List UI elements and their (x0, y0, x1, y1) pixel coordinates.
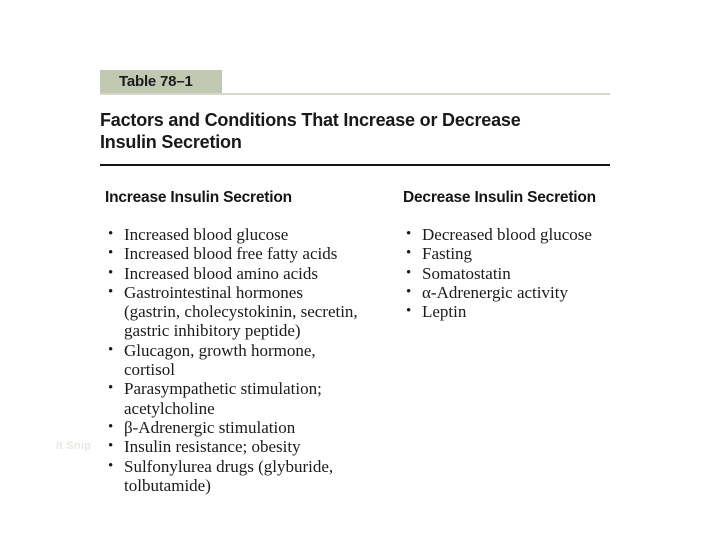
list-item: • Fasting (403, 244, 610, 263)
bullet-icon: • (108, 283, 114, 300)
list-item-text: Gastrointestinal hormones (gastrin, chole… (124, 282, 358, 341)
list-item: • Insulin resistance; obesity (105, 437, 403, 456)
bullet-icon: • (108, 438, 114, 455)
list-item-text: Leptin (422, 302, 467, 322)
table-label-strip: Table 78–1 (100, 70, 610, 95)
list-item-text: Increased blood glucose (124, 225, 289, 244)
list-item-text: Insulin resistance; obesity (124, 437, 301, 457)
table-title: Factors and Conditions That Increase or … (100, 110, 521, 152)
list-item-text: Increased blood amino acids (124, 263, 319, 283)
list-item: • β-Adrenergic stimulation (105, 418, 403, 437)
bullet-icon: • (108, 245, 114, 262)
bullet-icon: • (108, 226, 114, 242)
list-item: • Gastrointestinal hormones (gastrin, chol… (105, 283, 403, 341)
bullet-list-decrease: • Decreased blood glucose • Fasting • Somatos… (403, 225, 610, 321)
list-item-text: Parasympathetic stimulation; acetylcholin… (124, 379, 322, 418)
bullet-icon: • (406, 226, 412, 242)
column-decrease: Decrease Insulin Secretion • Decreased bl… (403, 188, 610, 495)
list-item: • Glucagon, growth hormone, cortisol (105, 341, 403, 380)
bullet-icon: • (108, 264, 114, 281)
list-item-text: Increased blood free fatty acids (124, 244, 338, 264)
column-header-increase: Increase Insulin Secretion (105, 189, 292, 206)
bullet-icon: • (406, 303, 412, 320)
title-divider (100, 164, 610, 166)
table-card: Table 78–1 Factors and Conditions That I… (100, 70, 610, 495)
table-number-label: Table 78–1 (100, 70, 222, 93)
watermark-text: it Snip (56, 440, 92, 452)
list-item: • α-Adrenergic activity (403, 283, 610, 302)
list-item-text: Somatostatin (422, 263, 511, 283)
column-header-decrease: Decrease Insulin Secretion (403, 189, 596, 206)
columns-container: Increase Insulin Secretion • Increased bl… (100, 188, 610, 495)
bullet-icon: • (108, 341, 114, 358)
list-item: • Leptin (403, 302, 610, 321)
list-item: • Increased blood amino acids (105, 264, 403, 283)
bullet-icon: • (406, 283, 412, 300)
list-item: • Increased blood free fatty acids (105, 244, 403, 263)
bullet-icon: • (108, 380, 114, 397)
bullet-list-increase: • Increased blood glucose • Increased blood… (105, 225, 403, 495)
list-item: • Sulfonylurea drugs (glyburide, tolbutami… (105, 457, 403, 496)
bullet-icon: • (406, 245, 412, 262)
list-item-text: Sulfonylurea drugs (glyburide, tolbutamid… (124, 456, 334, 495)
list-item: • Parasympathetic stimulation; acetylcholi… (105, 379, 403, 418)
list-item: • Increased blood glucose (105, 225, 403, 244)
list-item: • Decreased blood glucose (403, 225, 610, 244)
list-item-text: α-Adrenergic activity (422, 282, 568, 302)
bullet-icon: • (406, 264, 412, 281)
list-item: • Somatostatin (403, 264, 610, 283)
bullet-icon: • (108, 418, 114, 435)
list-item-text: Fasting (422, 244, 473, 264)
column-increase: Increase Insulin Secretion • Increased bl… (100, 188, 403, 495)
bullet-icon: • (108, 457, 114, 474)
list-item-text: β-Adrenergic stimulation (124, 417, 296, 437)
list-item-text: Glucagon, growth hormone, cortisol (124, 340, 316, 380)
list-item-text: Decreased blood glucose (422, 225, 592, 244)
